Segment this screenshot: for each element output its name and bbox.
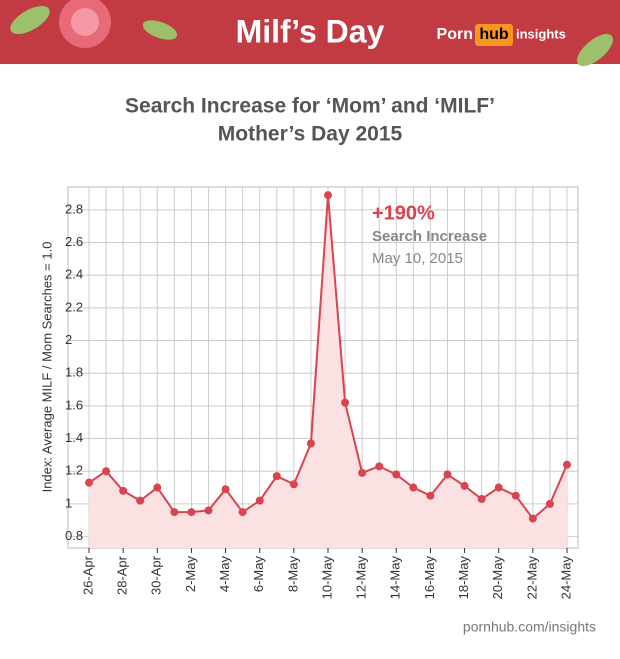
x-tick-label: 26-Apr xyxy=(80,555,95,595)
annotation: +190% xyxy=(372,202,435,224)
y-tick-label: 1.6 xyxy=(65,397,83,412)
point xyxy=(153,483,162,492)
y-tick-label: 2 xyxy=(65,332,72,347)
x-tick-label: 18-May xyxy=(456,556,471,600)
y-tick-label: 2.6 xyxy=(65,234,83,249)
point xyxy=(85,478,93,487)
x-tick-label: 16-May xyxy=(422,556,437,600)
x-tick-label: 2-May xyxy=(183,556,198,593)
point xyxy=(528,514,537,523)
point xyxy=(477,494,486,503)
y-tick-label: 2.4 xyxy=(65,267,83,282)
point xyxy=(289,480,298,489)
brand-box-text: hub xyxy=(479,26,509,43)
annotation: May 10, 2015 xyxy=(372,250,463,267)
leaf-decoration xyxy=(10,6,50,34)
x-tick-label: 6-May xyxy=(251,556,266,593)
y-tick-label: 2.2 xyxy=(65,299,83,314)
y-tick-label: 0.8 xyxy=(65,528,83,543)
leaf-decoration xyxy=(142,20,178,40)
x-tick-label: 8-May xyxy=(285,556,300,593)
x-tick-label: 22-May xyxy=(524,556,539,600)
chart-title: Search Increase for ‘Mom’ and ‘MILF’ xyxy=(125,95,495,118)
y-tick-label: 1.8 xyxy=(65,365,83,380)
point xyxy=(392,470,401,479)
point xyxy=(563,460,571,469)
point xyxy=(238,508,247,517)
x-tick-label: 30-Apr xyxy=(149,555,164,595)
x-tick-label: 24-May xyxy=(558,556,573,600)
point xyxy=(324,191,332,200)
point xyxy=(255,496,264,505)
point xyxy=(221,485,230,494)
point xyxy=(375,462,384,471)
point xyxy=(545,499,554,508)
banner-title: Milf’s Day xyxy=(236,13,385,49)
point xyxy=(170,508,179,517)
point xyxy=(306,439,315,448)
x-tick-label: 20-May xyxy=(490,556,505,600)
point xyxy=(136,496,145,505)
y-axis-label: Index: Average MILF / Mom Searches = 1.0 xyxy=(39,242,54,493)
x-tick-label: 12-May xyxy=(354,556,369,600)
point xyxy=(358,468,367,477)
point xyxy=(119,486,128,495)
brand-box xyxy=(475,24,513,46)
point xyxy=(204,506,213,515)
x-tick-label: 28-Apr xyxy=(115,555,130,595)
y-tick-label: 1.2 xyxy=(65,463,83,478)
point xyxy=(443,470,452,479)
point xyxy=(494,483,503,492)
point xyxy=(341,398,350,407)
point xyxy=(460,481,469,490)
y-tick-label: 1 xyxy=(65,495,72,510)
x-tick-label: 4-May xyxy=(217,556,232,593)
flower-decoration xyxy=(71,8,99,36)
chart-subtitle: Mother’s Day 2015 xyxy=(218,123,403,146)
y-tick-label: 1.4 xyxy=(65,430,83,445)
x-tick-label: 10-May xyxy=(319,556,334,600)
annotation: Search Increase xyxy=(372,228,487,245)
brand-right: insights xyxy=(516,26,566,41)
x-tick-label: 14-May xyxy=(388,556,403,600)
brand-left: Porn xyxy=(437,26,473,43)
point xyxy=(272,472,281,481)
point xyxy=(426,491,435,500)
point xyxy=(102,467,111,476)
area-fill xyxy=(89,195,567,548)
point xyxy=(187,508,196,517)
y-tick-label: 2.8 xyxy=(65,201,83,216)
point xyxy=(511,491,520,500)
leaf-decoration xyxy=(576,33,614,67)
point xyxy=(409,483,418,492)
footer: pornhub.com/insights xyxy=(463,619,596,635)
